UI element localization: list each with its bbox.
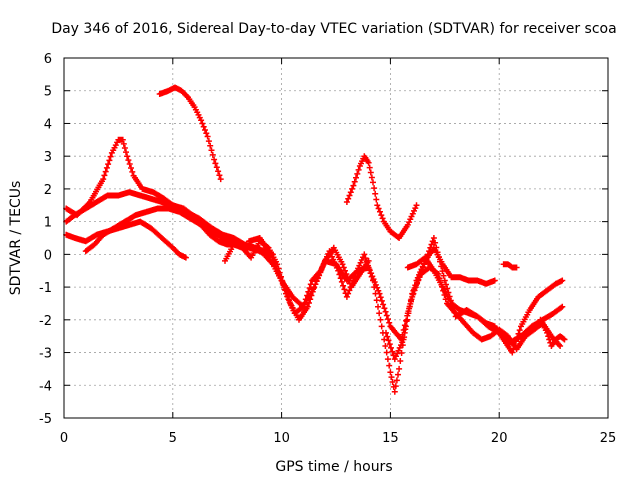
grid xyxy=(64,58,608,418)
series xyxy=(63,84,568,395)
x-tick-label: 0 xyxy=(60,431,68,446)
x-tick-label: 10 xyxy=(273,431,290,446)
y-tick-label: 4 xyxy=(44,117,52,132)
plot-frame xyxy=(63,57,609,419)
y-axis-label: SDTVAR / TECUs xyxy=(8,181,24,296)
data-points xyxy=(63,136,276,258)
data-points xyxy=(82,205,372,323)
y-tick-label: 1 xyxy=(44,216,52,231)
chart-title: Day 346 of 2016, Sidereal Day-to-day VTE… xyxy=(51,21,616,37)
ticks: 0 5 10 15 20 25 -5 -4 -3 -2 -1 0 1 2 3 4 5 6 xyxy=(39,52,616,446)
series-track-12 xyxy=(537,316,568,349)
data-points xyxy=(156,84,224,183)
x-tick-label: 5 xyxy=(169,431,177,446)
y-tick-label: -1 xyxy=(39,281,52,296)
x-tick-label: 15 xyxy=(382,431,399,446)
data-points xyxy=(343,153,420,241)
data-points xyxy=(537,316,568,349)
y-tick-label: -5 xyxy=(39,412,52,427)
x-axis-label: GPS time / hours xyxy=(275,459,392,475)
y-tick-label: 0 xyxy=(44,248,52,263)
series-track-10 xyxy=(404,254,566,356)
y-tick-label: 5 xyxy=(44,85,52,100)
y-tick-label: 2 xyxy=(44,183,52,198)
y-tick-label: 3 xyxy=(44,150,52,165)
y-tick-label: -3 xyxy=(39,347,52,362)
series-track-6 xyxy=(343,153,420,241)
y-tick-label: 6 xyxy=(44,52,52,67)
series-track-5 xyxy=(156,84,224,183)
x-tick-label: 25 xyxy=(600,431,617,446)
x-tick-label: 20 xyxy=(491,431,508,446)
series-track-4 xyxy=(82,205,372,323)
y-tick-label: -4 xyxy=(39,379,52,394)
series-track-11 xyxy=(500,261,520,271)
y-tick-label: -2 xyxy=(39,314,52,329)
series-track-1 xyxy=(63,136,276,258)
data-points xyxy=(500,261,520,271)
data-points xyxy=(404,254,566,356)
